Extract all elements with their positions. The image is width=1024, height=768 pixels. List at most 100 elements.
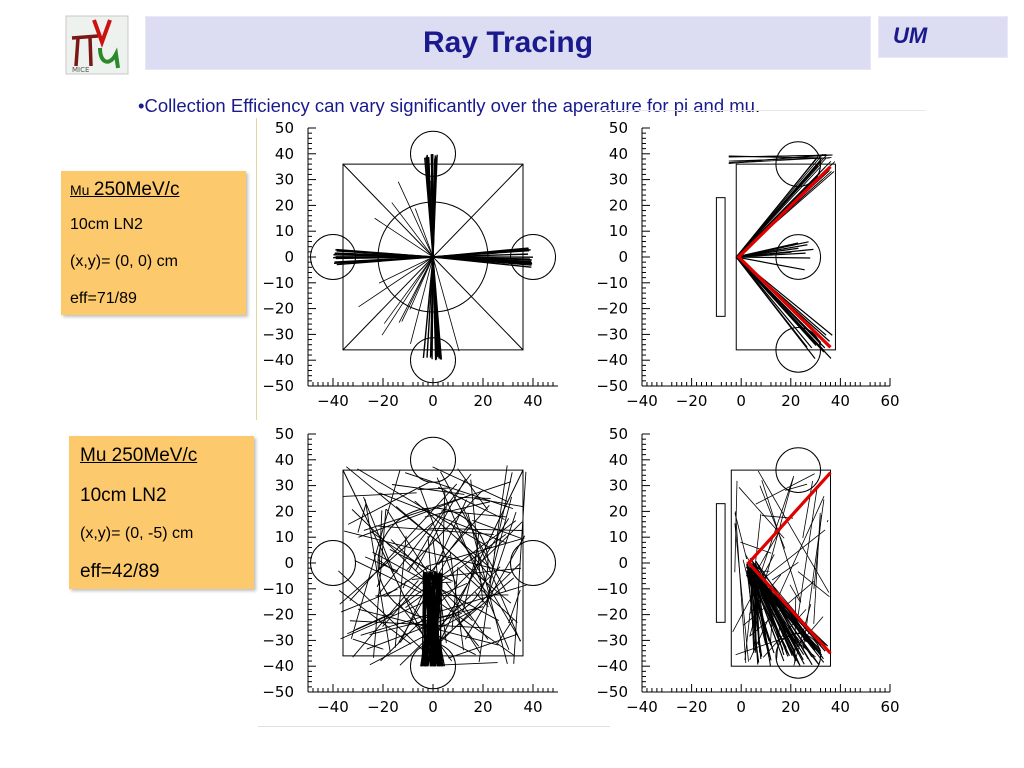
y-tick-label: 0 <box>284 554 294 572</box>
ray-line <box>338 590 412 645</box>
outer-box <box>735 163 836 351</box>
pi-nu-mu-logo-icon: MICE <box>65 15 129 75</box>
y-tick-label: −20 <box>596 606 628 624</box>
ray-line <box>438 486 505 520</box>
x-tick-label: 0 <box>428 392 438 410</box>
bullet-marker: • <box>138 95 145 116</box>
ray-line <box>728 155 819 159</box>
y-tick-label: 0 <box>618 554 628 572</box>
y-tick-label: −40 <box>262 351 294 369</box>
y-tick-label: −50 <box>262 377 294 395</box>
ray-line <box>791 616 824 654</box>
ray-line <box>336 248 434 258</box>
ray-line <box>391 202 434 258</box>
x-tick-label: 0 <box>736 698 746 716</box>
ray-line <box>399 566 501 666</box>
ray-line <box>735 158 822 258</box>
ray-line <box>474 591 489 608</box>
ray-line <box>414 208 434 258</box>
x-tick-label: 0 <box>428 698 438 716</box>
note-box-bottom: Mu 250MeV/c 10cm LN2 (x,y)= (0, -5) cm e… <box>69 436 254 589</box>
ray-line <box>458 569 518 623</box>
y-tick-label: −20 <box>262 606 294 624</box>
ray-line <box>351 509 424 579</box>
y-tick-label: 20 <box>275 502 294 520</box>
ray-line <box>802 480 814 538</box>
y-tick-label: −50 <box>596 683 628 701</box>
ray-line <box>379 492 508 544</box>
x-tick-label: −20 <box>367 698 399 716</box>
ray-line <box>357 502 367 533</box>
ray-line <box>432 256 532 268</box>
ray-line <box>383 256 434 324</box>
y-tick-label: 0 <box>618 248 628 266</box>
ray-line <box>474 498 524 508</box>
ray-line <box>464 566 490 595</box>
ray-line <box>757 470 830 593</box>
x-tick-label: −20 <box>367 392 399 410</box>
ray-line <box>462 546 479 611</box>
ray-line <box>425 537 525 568</box>
y-tick-label: 40 <box>609 451 628 469</box>
ray-line <box>432 256 438 360</box>
logo-subtext: MICE <box>72 66 89 74</box>
ray-line <box>410 256 434 345</box>
ray-line <box>728 154 832 163</box>
ray-line <box>749 477 794 637</box>
y-tick-label: 20 <box>609 502 628 520</box>
ray-line <box>748 526 783 585</box>
y-tick-label: 30 <box>275 477 294 495</box>
ray-line <box>472 519 522 539</box>
ray-line <box>417 487 449 491</box>
x-tick-label: 20 <box>473 698 492 716</box>
y-tick-label: 40 <box>609 145 628 163</box>
ray-line <box>440 471 507 592</box>
ray-line <box>735 256 822 346</box>
ray-line <box>336 256 434 266</box>
ray-line <box>424 157 434 258</box>
ray-line <box>431 256 434 360</box>
ray-line <box>439 662 498 666</box>
ray-line <box>488 496 513 584</box>
x-tick-label: 40 <box>831 392 850 410</box>
x-tick-label: −20 <box>676 392 708 410</box>
ray-line <box>802 499 825 650</box>
ray-line <box>757 475 795 583</box>
ray-line <box>734 512 748 560</box>
ray-line <box>436 477 510 650</box>
ray-line <box>826 519 829 523</box>
page-title: Ray Tracing <box>422 26 594 59</box>
ray-line <box>432 466 509 503</box>
ray-line <box>369 606 484 635</box>
ray-line <box>340 582 468 640</box>
y-tick-label: −20 <box>596 300 628 318</box>
ray-line <box>467 512 508 665</box>
ray-line <box>749 496 825 661</box>
mirror-outline <box>746 471 832 655</box>
front-view-plot-top: 50 40 30 20 10 0 −10 −20 −30 −40 −50 −40 −20 0 20 40 <box>262 119 558 410</box>
ray-line <box>418 486 458 588</box>
x-tick-label: −20 <box>676 698 708 716</box>
ray-line <box>789 584 801 602</box>
note-bottom-line2: 10cm LN2 <box>80 485 167 506</box>
ray-line <box>374 217 434 258</box>
ray-line <box>405 472 514 510</box>
ray-line <box>761 480 802 603</box>
ray-line <box>406 490 483 571</box>
ray-line <box>378 256 434 284</box>
y-tick-label: 50 <box>609 425 628 443</box>
y-tick-label: −20 <box>262 300 294 318</box>
ray-line <box>400 499 467 643</box>
ray-line <box>395 506 512 604</box>
x-tick-label: 60 <box>880 392 899 410</box>
y-tick-label: −30 <box>262 631 294 649</box>
x-tick-label: 40 <box>523 698 542 716</box>
ray-line <box>389 520 517 615</box>
separator-line <box>258 726 610 727</box>
y-tick-label: −50 <box>262 683 294 701</box>
x-tick-label: 20 <box>781 698 800 716</box>
ray-line <box>478 465 508 663</box>
y-tick-label: 10 <box>275 222 294 240</box>
ray-line <box>430 180 434 258</box>
